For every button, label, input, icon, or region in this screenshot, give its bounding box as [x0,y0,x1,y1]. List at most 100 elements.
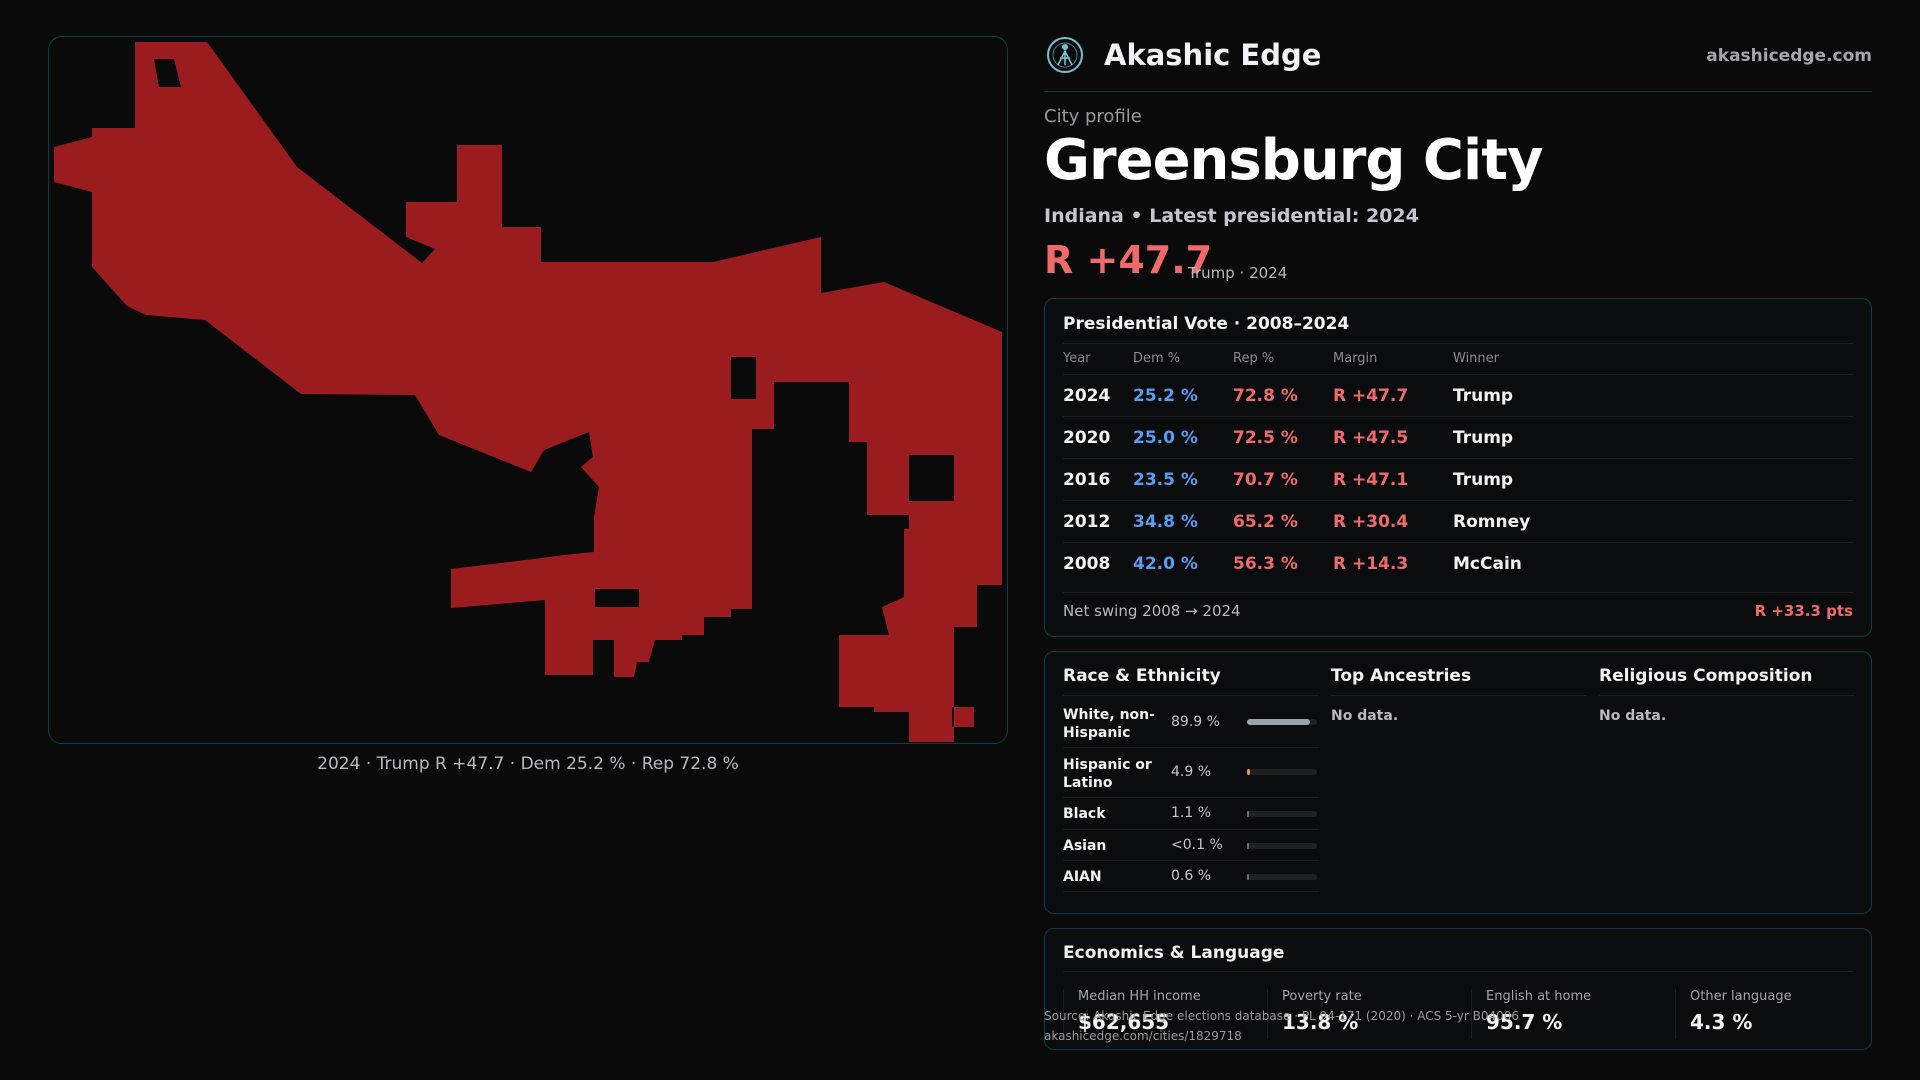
economics-card: Economics & Language Median HH income $6… [1044,928,1872,1050]
vote-year: 2008 [1063,554,1111,574]
akashic-logo-icon[interactable] [1046,36,1084,74]
stat-label: Poverty rate [1282,989,1362,1004]
vote-dem: 23.5 % [1133,470,1198,490]
col-header-year: Year [1063,351,1091,366]
vote-winner: McCain [1453,554,1522,574]
race-label: White, non-Hispanic [1063,707,1155,741]
vote-row: 2016 23.5 % 70.7 % R +47.1 Trump [1063,458,1853,500]
stat-value: 4.3 % [1690,1010,1753,1034]
city-map-panel[interactable] [48,36,1008,744]
profile-subtitle: Indiana • Latest presidential: 2024 [1044,205,1419,227]
vote-dem: 25.0 % [1133,428,1198,448]
race-row: White, non-Hispanic 89.9 % [1063,696,1319,748]
presidential-vote-card: Presidential Vote · 2008–2024 Year Dem %… [1044,298,1872,637]
vote-row: 2024 25.2 % 72.8 % R +47.7 Trump [1063,374,1853,416]
race-value: <0.1 % [1171,837,1223,853]
vote-card-title: Presidential Vote · 2008–2024 [1063,314,1350,334]
race-value: 0.6 % [1171,868,1212,884]
brand-name[interactable]: Akashic Edge [1104,38,1322,72]
race-bar-fill [1247,811,1250,817]
divider [1063,592,1853,593]
vote-year: 2016 [1063,470,1111,490]
vote-rep: 56.3 % [1233,554,1298,574]
stat-label: Median HH income [1078,989,1201,1004]
vote-margin: R +47.7 [1333,386,1409,406]
vote-rep: 70.7 % [1233,470,1298,490]
net-swing-value: R +33.3 pts [1754,602,1853,620]
race-bar [1247,843,1317,849]
religion-section: Religious Composition No data. [1599,666,1855,724]
city-boundary-shape [54,42,1002,742]
vote-row: 2012 34.8 % 65.2 % R +30.4 Romney [1063,500,1853,542]
vote-margin: R +30.4 [1333,512,1409,532]
divider [1063,971,1853,972]
ancestries-empty: No data. [1331,708,1399,724]
footer: Source: Akashic Edge elections database … [1044,1006,1519,1046]
race-row: AIAN 0.6 % [1063,861,1319,892]
religion-title: Religious Composition [1599,666,1855,696]
race-bar-fill [1247,874,1250,880]
vote-rep: 65.2 % [1233,512,1298,532]
map-caption: 2024 · Trump R +47.7 · Dem 25.2 % · Rep … [317,754,739,774]
race-bar-fill [1247,719,1310,725]
race-label: Black [1063,806,1106,822]
profile-eyebrow: City profile [1044,106,1142,127]
race-bar-fill [1247,843,1250,849]
stat-median-income: Median HH income $62,655 [1063,989,1267,1039]
race-value: 4.9 % [1171,764,1212,780]
stat-other-language: Other language 4.3 % [1675,989,1879,1039]
vote-year: 2012 [1063,512,1111,532]
race-label: Asian [1063,838,1107,854]
race-bar [1247,874,1317,880]
stat-label: English at home [1486,989,1592,1004]
religion-empty: No data. [1599,708,1667,724]
stat-value: 13.8 % [1282,1010,1359,1034]
vote-rep: 72.5 % [1233,428,1298,448]
vote-rep: 72.8 % [1233,386,1298,406]
vote-winner: Trump [1453,470,1514,490]
site-link[interactable]: akashicedge.com [1706,46,1872,66]
stat-english-home: English at home 95.7 % [1471,989,1675,1039]
race-label: AIAN [1063,869,1102,885]
vote-year: 2024 [1063,386,1111,406]
race-bar [1247,811,1317,817]
vote-margin: R +47.5 [1333,428,1409,448]
col-header-winner: Winner [1453,351,1500,366]
latest-margin-note: Trump · 2024 [1188,264,1288,282]
race-ethnicity-section: Race & Ethnicity White, non-Hispanic 89.… [1063,666,1319,892]
city-profile-panel: Akashic Edge akashicedge.com City profil… [1044,0,1872,1080]
vote-winner: Trump [1453,428,1514,448]
city-boundary-map [54,42,1002,742]
race-bar-fill [1247,769,1251,775]
source-note: Source: Akashic Edge elections database … [1044,1009,1520,1023]
stat-value: 95.7 % [1486,1010,1563,1034]
vote-dem: 34.8 % [1133,512,1198,532]
page-title: Greensburg City [1044,128,1543,193]
econ-title: Economics & Language [1063,943,1285,963]
col-header-margin: Margin [1333,351,1378,366]
latest-margin: R +47.7 [1044,238,1213,282]
vote-dem: 42.0 % [1133,554,1198,574]
race-value: 1.1 % [1171,805,1212,821]
stat-value: $62,655 [1078,1010,1170,1034]
race-row: Black 1.1 % [1063,798,1319,830]
vote-winner: Trump [1453,386,1514,406]
stat-poverty-rate: Poverty rate 13.8 % [1267,989,1471,1039]
vote-row: 2020 25.0 % 72.5 % R +47.5 Trump [1063,416,1853,458]
race-label: Hispanic or Latino [1063,757,1152,791]
col-header-rep: Rep % [1233,351,1275,366]
page-url[interactable]: akashicedge.com/cities/1829718 [1044,1029,1242,1043]
demographics-card: Race & Ethnicity White, non-Hispanic 89.… [1044,651,1872,914]
divider [1063,343,1853,344]
ancestries-title: Top Ancestries [1331,666,1587,696]
race-row: Hispanic or Latino 4.9 % [1063,748,1319,798]
ancestries-section: Top Ancestries No data. [1331,666,1587,724]
vote-year: 2020 [1063,428,1111,448]
race-row: Asian <0.1 % [1063,830,1319,861]
col-header-dem: Dem % [1133,351,1181,366]
header-bar: Akashic Edge akashicedge.com [1044,36,1872,92]
net-swing-label: Net swing 2008 → 2024 [1063,602,1241,620]
race-bar [1247,719,1317,725]
stat-label: Other language [1690,989,1792,1004]
vote-margin: R +14.3 [1333,554,1409,574]
